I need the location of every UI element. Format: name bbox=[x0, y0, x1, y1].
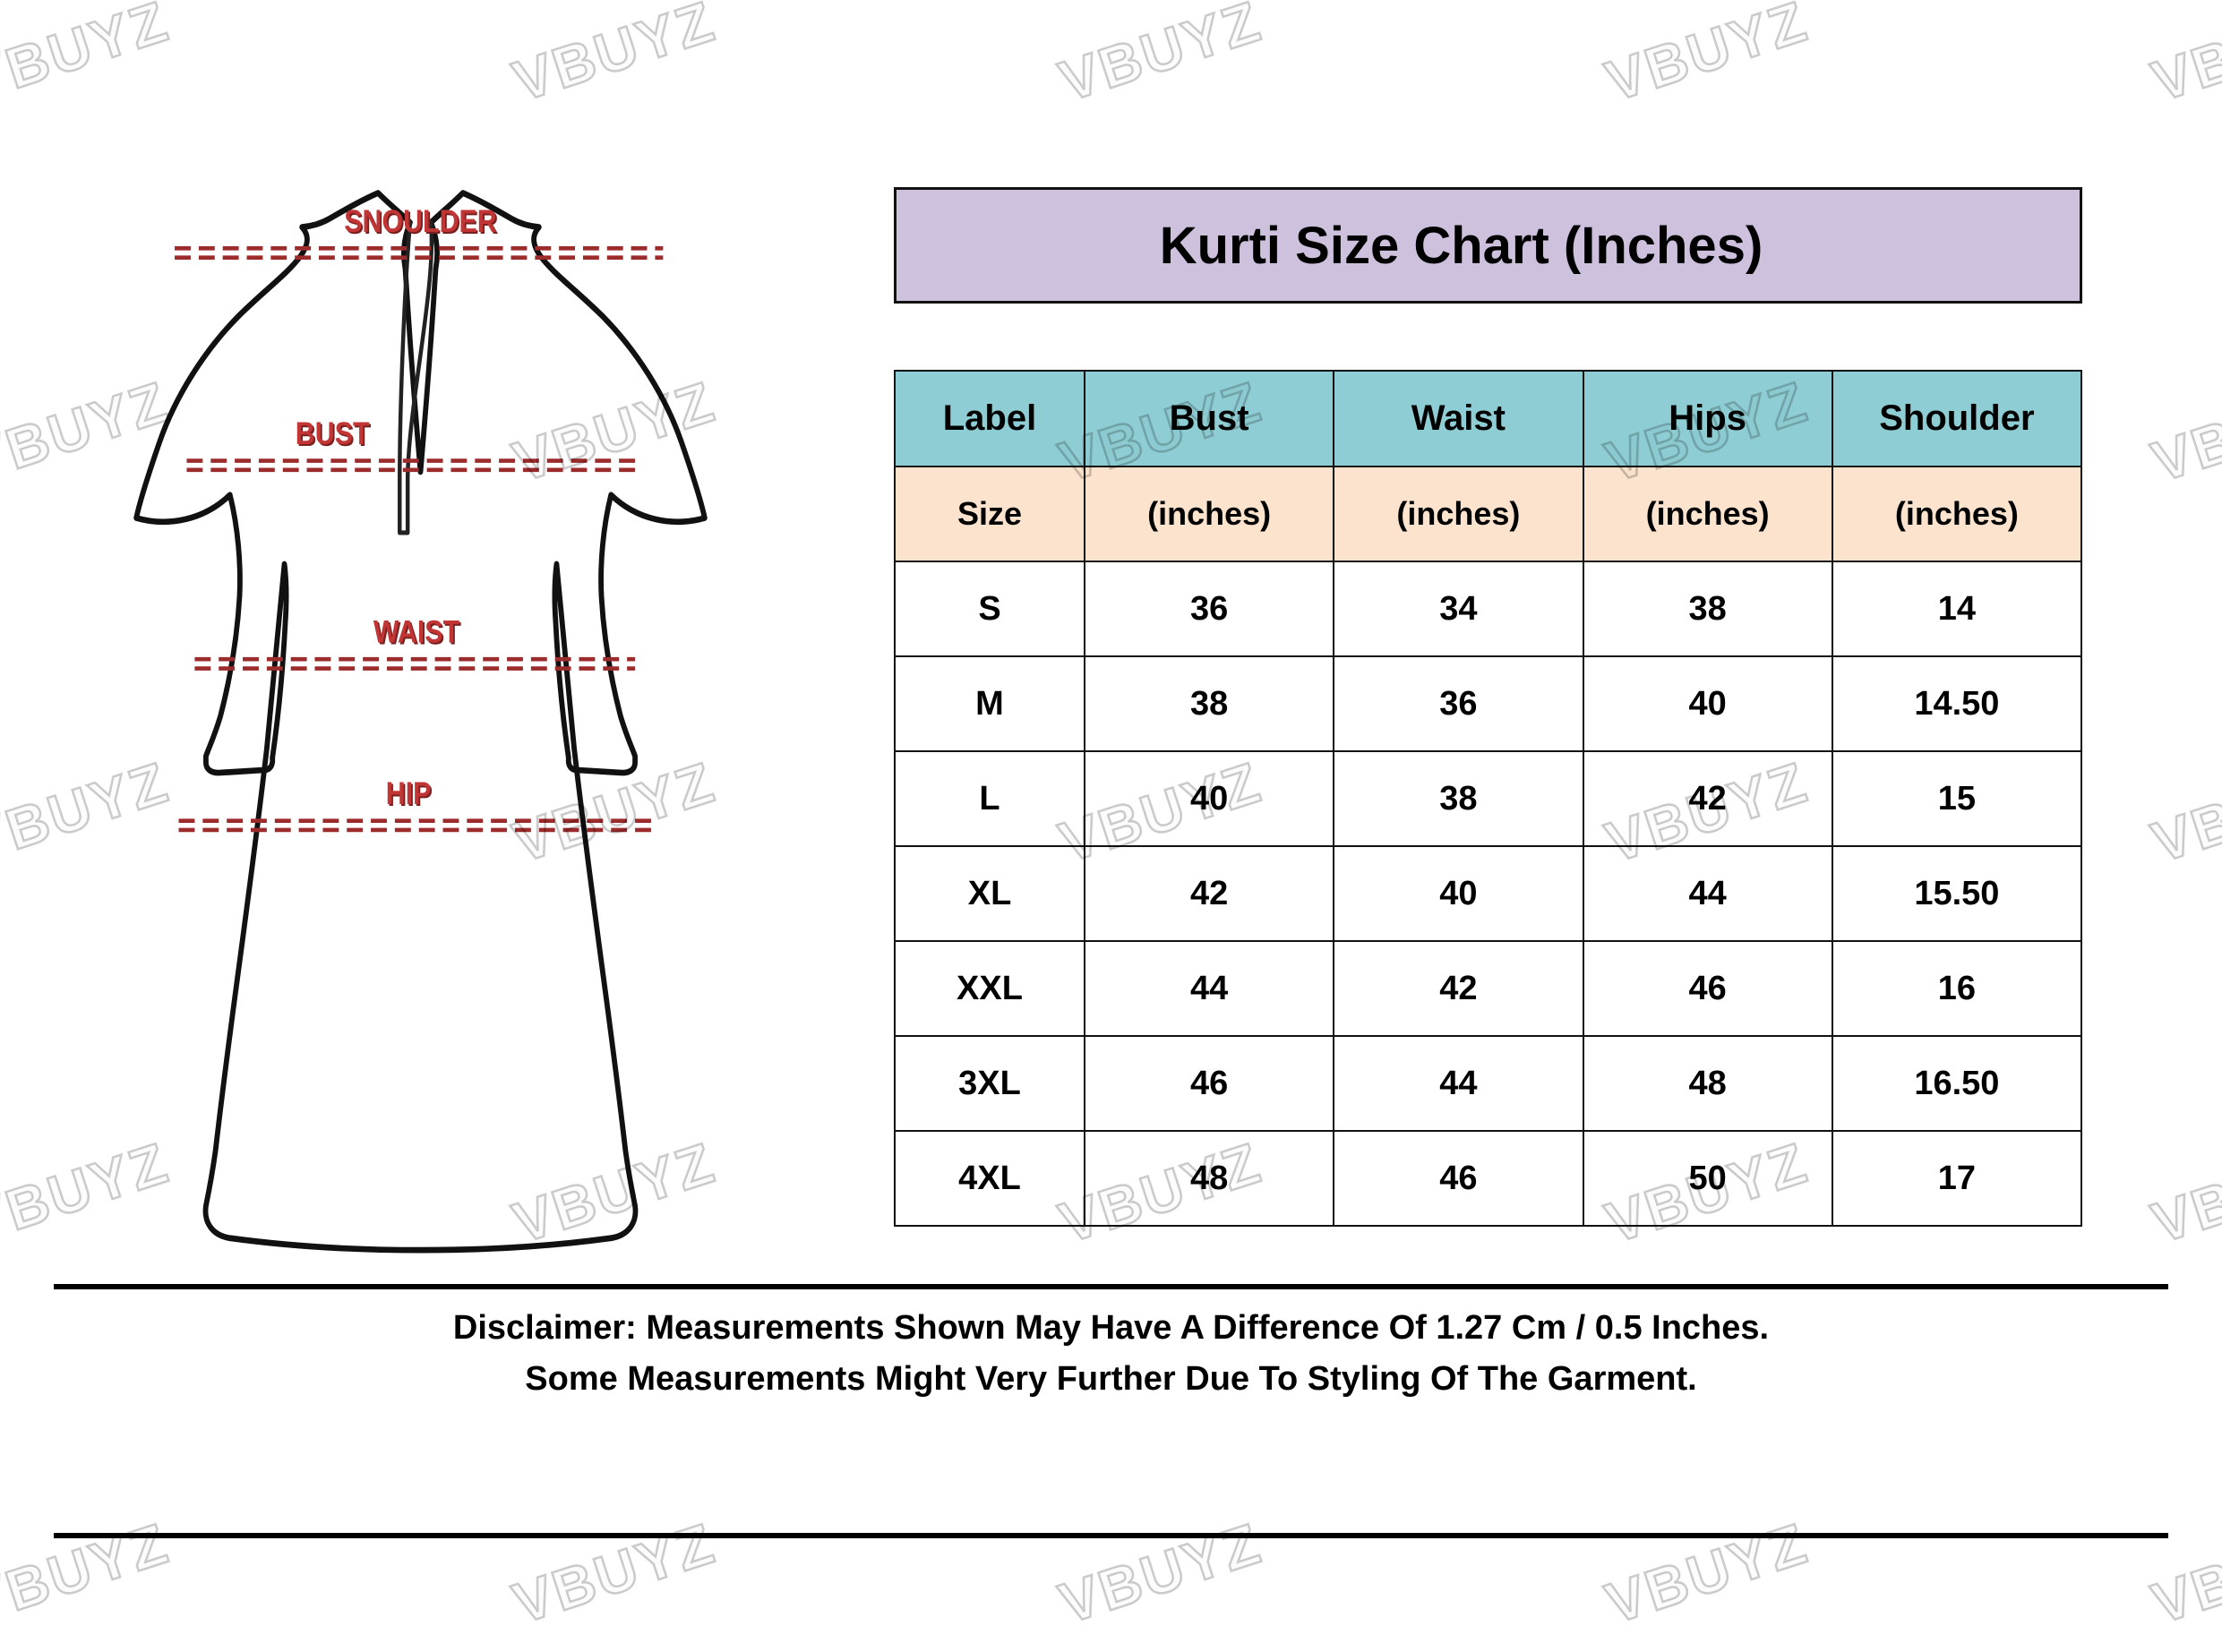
svg-text:BUST: BUST bbox=[296, 415, 370, 451]
svg-text:SNOULDER: SNOULDER bbox=[344, 203, 497, 239]
svg-text:WAIST: WAIST bbox=[373, 614, 459, 650]
svg-text:HIP: HIP bbox=[386, 775, 432, 811]
